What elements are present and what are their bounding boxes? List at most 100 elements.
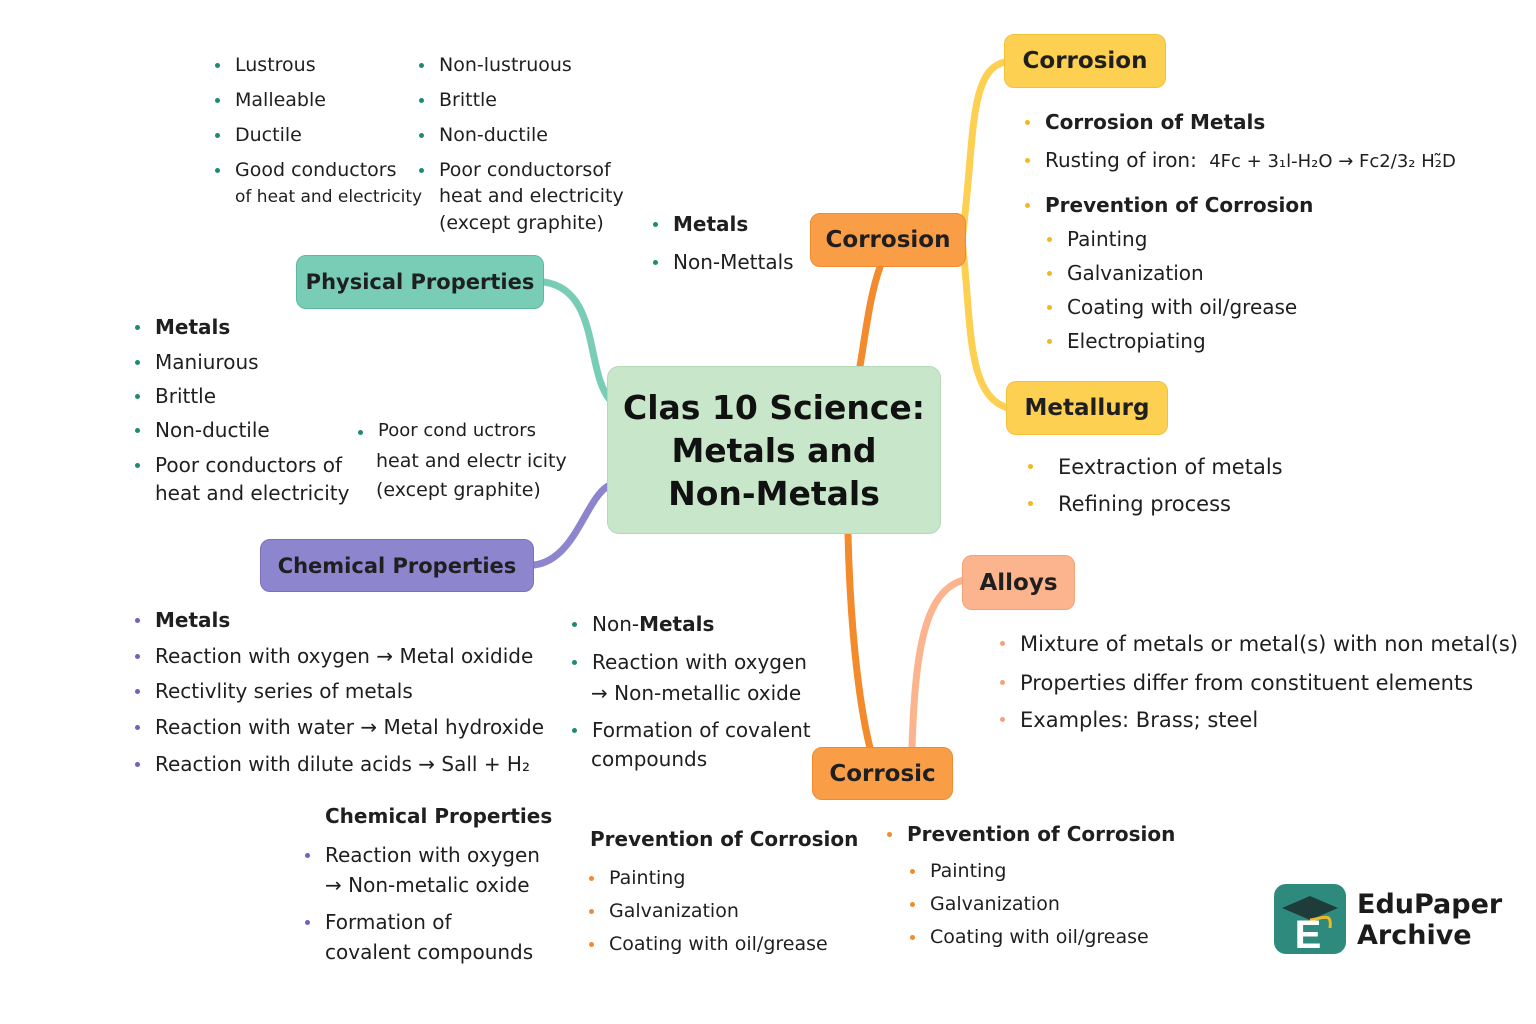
chem-bottom-r1-cont: → Non-metalic oxide	[325, 873, 530, 897]
list-item: Properties differ from constituent eleme…	[1000, 670, 1518, 696]
corrosion-heading: Corrosion of Metals	[1025, 110, 1456, 135]
chem-bottom-list: Reaction with oxygen	[305, 843, 540, 868]
list-item: Galvanization	[1025, 261, 1456, 286]
logo-text: EduPaper Archive	[1357, 889, 1502, 951]
node-alloys: Alloys	[962, 555, 1075, 610]
list-item: Electropiating	[1025, 329, 1456, 354]
title-line-2: Metals and	[671, 430, 877, 470]
link-chemical	[530, 482, 612, 569]
list-item: Non-ductile	[135, 418, 342, 443]
list-item: Metals	[135, 608, 544, 633]
phys-metals-list: Lustrous Malleable Ductile Good conducto…	[215, 53, 397, 182]
link-corrosion-top	[958, 58, 1009, 244]
graduation-cap-icon: E	[1282, 896, 1338, 957]
central-topic: Clas 10 Science: Metals and Non-Metals	[607, 366, 941, 534]
list-item: Ductile	[215, 123, 397, 147]
list-item: Eextraction of metals	[1028, 454, 1283, 480]
list-item: Lustrous	[215, 53, 397, 77]
list-item: Reaction with water → Metal hydroxide	[135, 715, 544, 740]
node-corrosic: Corrosic	[812, 747, 953, 800]
phys-nonmetals-list: Non-lustruous Brittle Non-ductile Poor c…	[419, 53, 611, 182]
node-chemical-properties: Chemical Properties	[260, 539, 534, 592]
left-poor-cont-2: (except graphite)	[376, 479, 541, 501]
prevention-heading: Prevention of Corrosion	[1025, 193, 1456, 218]
list-item: Malleable	[215, 88, 397, 112]
nonmetals-r1-cont: → Non-metallic oxide	[591, 681, 802, 705]
chem-nonmetals-list: Non-Metals Reaction with oxygen	[572, 612, 807, 675]
rusting-item: Rusting of iron: 4Fc + 3₁l-H₂O → Fc2/3₂ …	[1025, 148, 1456, 174]
list-item: Brittle	[419, 88, 611, 112]
nonmetals-prefix: Non-	[592, 612, 640, 636]
left-metals-list: Metals Maniurous Brittle Non-ductile Poo…	[135, 315, 342, 478]
metallurgy-list: Eextraction of metals Refining process	[1028, 454, 1283, 517]
prev-b-list: Painting Galvanization Coating with oil/…	[910, 859, 1149, 949]
phys-nonmetals-cont-1: heat and electricity	[439, 185, 624, 207]
link-corrosion-mid	[856, 263, 884, 370]
logo-line-1: EduPaper	[1357, 889, 1503, 920]
list-item: Reaction with oxygen → Metal oxidide	[135, 644, 544, 669]
left-poor-cont-1: heat and electr icity	[376, 450, 567, 472]
list-item: Brittle	[135, 384, 342, 409]
logo-line-2: Archive	[1357, 920, 1472, 951]
list-item: Refining process	[1028, 491, 1283, 517]
list-item: Good conductors	[215, 158, 397, 182]
list-item: Coating with oil/grease	[589, 932, 828, 956]
node-metallurgy: Metallurg	[1006, 381, 1168, 435]
alloys-list: Mixture of metals or metal(s) with non m…	[1000, 631, 1518, 733]
list-item: Formation of covalent	[572, 718, 811, 743]
link-metallurgy	[958, 236, 1012, 412]
corrosion-list: Corrosion of Metals Rusting of iron: 4Fc…	[1025, 110, 1456, 354]
prev-a-list: Painting Galvanization Coating with oil/…	[589, 866, 828, 956]
chem-nonmetals-list-2: Formation of covalent	[572, 718, 811, 743]
chem-metals-list: Metals Reaction with oxygen → Metal oxid…	[135, 608, 544, 777]
chem-bottom-list-2: Formation of	[305, 910, 452, 935]
prev-b-heading: Prevention of Corrosion	[887, 822, 1175, 847]
list-item: Galvanization	[589, 899, 828, 923]
title-line-3: Non-Metals	[668, 473, 880, 513]
link-alloys	[908, 576, 968, 752]
title-line-1: Clas 10 Science:	[623, 387, 925, 427]
list-item: Non-Mettals	[653, 250, 794, 275]
node-corrosion-mid: Corrosion	[810, 213, 966, 267]
list-item: Non-ductile	[419, 123, 611, 147]
left-metals-cont: heat and electricity	[155, 481, 350, 505]
list-item: Galvanization	[910, 892, 1149, 916]
list-item: Reaction with oxygen	[572, 650, 807, 675]
list-item: Formation of	[305, 910, 452, 935]
list-item: Metals	[653, 212, 794, 237]
list-item: Poor conductorsof	[419, 158, 611, 182]
nonmetals-r2-cont: compounds	[591, 747, 708, 771]
list-item: Poor conductors of	[135, 453, 342, 478]
prev-a-heading: Prevention of Corrosion	[590, 827, 859, 851]
chem-bottom-heading: Chemical Properties	[325, 804, 553, 828]
phys-metals-cont: of heat and electricity	[235, 187, 423, 207]
link-physical	[540, 278, 614, 404]
prev-b-heading-list: Prevention of Corrosion	[887, 822, 1175, 847]
list-item: Non-Metals	[572, 612, 807, 637]
left-poor-list: Poor cond uctrors	[358, 420, 536, 442]
list-item: Maniurous	[135, 350, 342, 375]
list-item: Non-lustruous	[419, 53, 611, 77]
list-item: Metals	[135, 315, 342, 340]
list-item: Reaction with oxygen	[305, 843, 540, 868]
phys-nonmetals-cont-2: (except graphite)	[439, 212, 604, 234]
list-item: Coating with oil/grease	[1025, 295, 1456, 320]
node-corrosion-top: Corrosion	[1004, 34, 1166, 88]
mid-list: Metals Non-Mettals	[653, 212, 794, 275]
link-corrosic	[844, 530, 874, 752]
list-item: Reaction with dilute acids → Sall + H₂	[135, 752, 544, 777]
rusting-formula: 4Fc + 3₁l-H₂O → Fc2/3₂ H₂̃D	[1209, 151, 1456, 172]
rusting-label: Rusting of iron:	[1045, 148, 1197, 172]
chem-bottom-r2-cont: covalent compounds	[325, 940, 534, 964]
list-item: Painting	[589, 866, 828, 890]
logo-letter: E	[1295, 913, 1322, 954]
nonmetals-heading: Metals	[639, 612, 715, 636]
list-item: Painting	[910, 859, 1149, 883]
list-item: Mixture of metals or metal(s) with non m…	[1000, 631, 1518, 657]
list-item: Poor cond uctrors	[358, 420, 536, 442]
list-item: Coating with oil/grease	[910, 925, 1149, 949]
list-item: Rectivlity series of metals	[135, 679, 544, 704]
node-physical-properties: Physical Properties	[296, 255, 544, 309]
list-item: Examples: Brass; steel	[1000, 707, 1518, 733]
